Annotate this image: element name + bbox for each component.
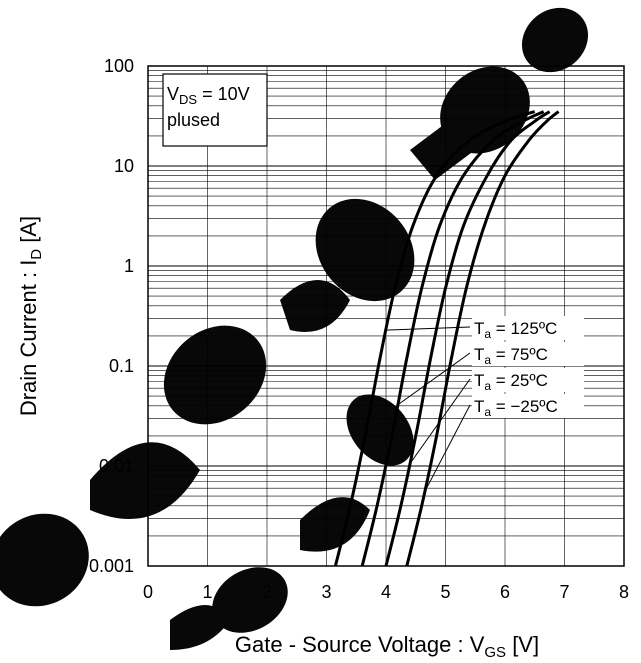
legend: Ta = 125ºC Ta = 75ºC Ta = 25ºC Ta = −25ºC xyxy=(472,316,584,419)
x-tick-label: 3 xyxy=(321,582,331,602)
legend-bg-2 xyxy=(472,368,584,392)
legend-leader-1 xyxy=(397,352,471,406)
x-tick-label: 4 xyxy=(381,582,391,602)
x-tick-label: 6 xyxy=(500,582,510,602)
x-tick-label: 1 xyxy=(202,582,212,602)
y-axis-title: Drain Current : ID [A] xyxy=(16,216,45,416)
x-tick-label: 8 xyxy=(619,582,629,602)
condition-box: VDS = 10V plused xyxy=(162,73,268,147)
x-axis-title: Gate - Source Voltage : VGS [V] xyxy=(235,632,539,661)
condition-line1: VDS = 10V xyxy=(167,84,250,107)
legend-label-2: Ta = 25ºC xyxy=(474,371,548,393)
legend-leader-3 xyxy=(424,404,471,493)
y-tick-label: 1 xyxy=(124,256,134,276)
legend-label-3: Ta = −25ºC xyxy=(474,397,558,419)
legend-bg-0 xyxy=(472,316,584,340)
y-tick-label: 0.001 xyxy=(89,556,134,576)
legend-bg-1 xyxy=(472,342,584,366)
x-tick-label: 0 xyxy=(143,582,153,602)
legend-leader-2 xyxy=(409,378,471,465)
legend-leaders xyxy=(385,326,471,493)
series-line-2 xyxy=(384,110,551,567)
legend-label-0: Ta = 125ºC xyxy=(474,319,557,341)
legend-bg-3 xyxy=(472,394,584,418)
y-tick-label: 10 xyxy=(114,156,134,176)
legend-label-1: Ta = 75ºC xyxy=(474,345,548,367)
x-tick-label: 7 xyxy=(559,582,569,602)
series-line-3 xyxy=(405,110,560,567)
legend-leader-0 xyxy=(385,326,471,331)
x-tick-label: 5 xyxy=(440,582,450,602)
y-tick-label: 0.1 xyxy=(109,356,134,376)
y-tick-label: 100 xyxy=(104,56,134,76)
condition-line2: plused xyxy=(167,110,220,130)
